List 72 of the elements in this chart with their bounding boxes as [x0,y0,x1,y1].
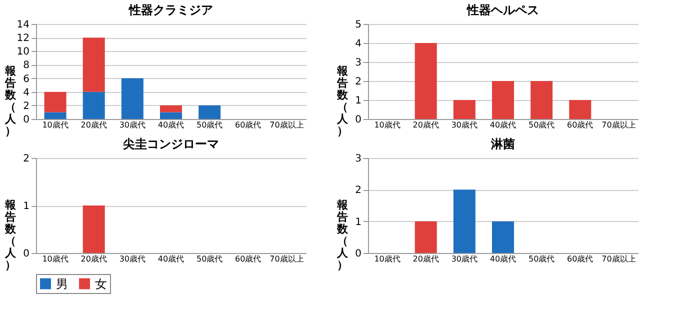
y-tick-label: 14 [16,20,30,30]
y-tick-label: 1 [23,201,30,212]
x-tick-label: 50歳代 [196,120,223,130]
legend-label: 女 [95,276,107,291]
bar [569,100,592,119]
y-tick-label: 2 [23,100,30,112]
x-tick-label: 60歳代 [235,254,262,264]
x-tick-label: 60歳代 [567,120,594,130]
y-tick-label: 4 [23,87,30,98]
y-tick-label: 8 [23,60,30,72]
x-tick-label: 30歳代 [119,120,146,130]
chart-title: 淋菌 [490,137,515,151]
x-tick-label: 20歳代 [80,254,107,264]
y-tick-label: 6 [23,74,30,85]
x-tick-label: 10歳代 [42,254,68,264]
bar [530,81,553,119]
x-tick-label: 50歳代 [528,254,555,264]
x-tick-label: 60歳代 [567,254,594,264]
y-axis-title: 報告数（人） [336,64,349,138]
bar [44,92,66,112]
bar [453,100,476,119]
bar [198,105,221,119]
x-tick-label: 10歳代 [374,120,400,130]
bar [160,112,182,119]
x-tick-label: 10歳代 [374,254,400,264]
bar [44,112,66,119]
y-axis-title: 報告数（人） [4,64,17,138]
y-tick-label: 12 [16,33,30,44]
legend-label: 男 [56,276,68,291]
x-tick-label: 60歳代 [235,120,262,130]
x-tick-label: 30歳代 [119,254,146,264]
y-tick-label: 3 [355,154,362,164]
x-tick-label: 40歳代 [158,120,184,130]
y-tick-label: 0 [23,114,30,126]
y-tick-label: 0 [355,248,362,260]
bar [82,92,105,119]
y-tick-label: 1 [355,96,362,106]
y-axis-title: 報告数（人） [4,198,17,272]
x-tick-label: 30歳代 [451,254,478,264]
y-tick-label: 0 [355,114,362,126]
x-tick-label: 50歳代 [196,254,223,264]
y-axis-title: 報告数（人） [336,198,349,272]
x-tick-label: 70歳以上 [270,254,304,264]
y-tick-label: 2 [355,76,362,88]
bar [82,38,105,92]
x-tick-label: 40歳代 [490,120,516,130]
x-tick-label: 40歳代 [158,254,184,264]
x-tick-label: 70歳以上 [602,120,636,130]
bar [121,78,144,119]
y-tick-label: 1 [355,216,362,228]
x-tick-label: 10歳代 [42,120,68,130]
y-tick-label: 0 [23,248,30,260]
chart-title: 尖圭コンジローマ [122,137,219,151]
y-tick-label: 10 [16,46,30,58]
y-tick-label: 2 [355,185,362,196]
bar [414,43,437,119]
bar [160,105,182,112]
y-tick-label: 3 [355,58,362,68]
x-tick-label: 40歳代 [490,254,516,264]
x-tick-label: 20歳代 [412,120,439,130]
x-tick-label: 30歳代 [451,120,478,130]
chart-title: 性器ヘルペス [466,3,539,17]
x-tick-label: 70歳以上 [270,120,304,130]
bar [492,81,514,119]
x-tick-label: 20歳代 [412,254,439,264]
x-tick-label: 20歳代 [80,120,107,130]
x-tick-label: 70歳以上 [602,254,636,264]
x-tick-label: 50歳代 [528,120,555,130]
chart-title: 性器クラミジア [128,3,213,17]
y-tick-label: 5 [355,20,362,30]
y-tick-label: 4 [355,38,362,50]
y-tick-label: 2 [23,154,30,164]
